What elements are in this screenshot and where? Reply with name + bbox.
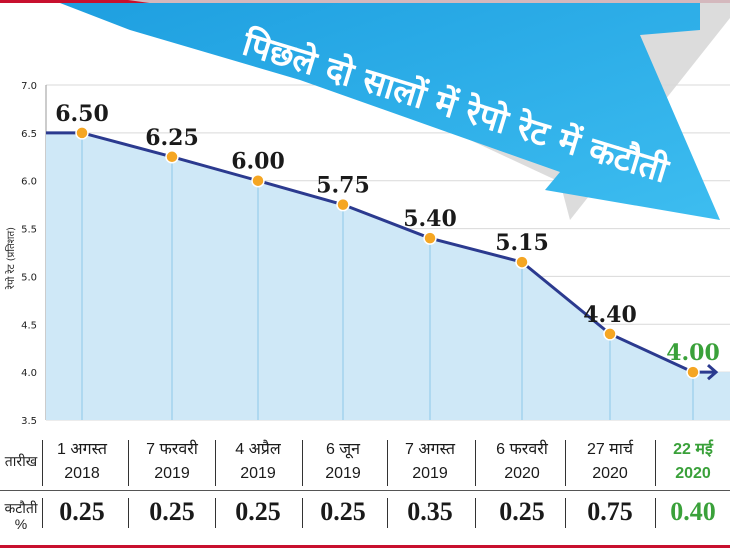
y-tick-label: 4.5 xyxy=(21,320,37,331)
column-separator xyxy=(655,498,656,528)
date-line1: 6 फरवरी xyxy=(496,441,548,458)
column-separator xyxy=(215,440,216,486)
column-separator xyxy=(42,498,43,528)
column-separator xyxy=(387,440,388,486)
date-line2: 2020 xyxy=(592,465,628,482)
data-label: 5.15 xyxy=(495,230,549,256)
column-separator xyxy=(387,498,388,528)
y-axis-label: रेपो रेट (प्रतिशत) xyxy=(5,227,17,290)
column-separator xyxy=(565,440,566,486)
data-point xyxy=(251,173,265,188)
data-label: 4.00 xyxy=(666,340,720,366)
cut-cell: 0.25 xyxy=(320,497,366,526)
data-labels: 6.50 6.25 6.00 5.75 5.40 5.15 4.40 4.00 xyxy=(55,101,720,366)
date-cell: 6 फरवरी 2020 xyxy=(479,438,565,486)
data-point xyxy=(686,365,700,379)
cut-header-line2: % xyxy=(14,516,28,532)
y-tick-label: 4.0 xyxy=(21,368,37,379)
column-separator xyxy=(655,440,656,486)
y-tick-label: 3.5 xyxy=(21,416,37,427)
column-separator xyxy=(215,498,216,528)
cut-row-header: कटौती % xyxy=(0,500,42,532)
date-line2: 2018 xyxy=(64,465,100,482)
column-separator xyxy=(42,440,43,486)
data-markers xyxy=(75,126,719,381)
series-line xyxy=(46,131,716,374)
vertical-guides xyxy=(81,132,694,420)
data-label: 4.40 xyxy=(583,302,637,328)
data-label: 6.50 xyxy=(55,101,109,127)
line-arrowhead xyxy=(707,364,719,381)
date-cell: 6 जून 2019 xyxy=(300,438,386,486)
data-point xyxy=(75,126,89,140)
data-label: 5.40 xyxy=(403,206,457,232)
y-tick-label: 5.5 xyxy=(21,225,37,236)
data-label: 6.25 xyxy=(145,125,199,151)
y-tick-labels: 7.0 6.5 6.0 5.5 5.0 4.5 4.0 3.5 xyxy=(21,81,37,427)
date-cell: 4 अप्रैल 2019 xyxy=(215,438,301,486)
date-line1: 4 अप्रैल xyxy=(235,441,281,458)
data-label: 6.00 xyxy=(231,149,285,175)
column-separator xyxy=(128,440,129,486)
date-line2: 2019 xyxy=(325,465,361,482)
cut-cell: 0.25 xyxy=(499,497,545,526)
area-fill xyxy=(46,132,730,420)
cut-cell: 0.35 xyxy=(407,497,453,526)
cut-header-line1: कटौती xyxy=(4,500,38,516)
arrow-shape xyxy=(60,3,720,220)
data-point xyxy=(515,255,529,269)
cut-cell: 0.40 xyxy=(670,497,716,526)
date-line2: 2019 xyxy=(240,465,276,482)
date-cell: 1 अगस्त 2018 xyxy=(39,438,125,486)
date-cell: 22 मई 2020 xyxy=(650,438,730,486)
date-line1: 1 अगस्त xyxy=(57,441,107,458)
column-separator xyxy=(302,498,303,528)
repo-rate-chart: 7.0 6.5 6.0 5.5 5.0 4.5 4.0 3.5 रेपो रेट (प्रति… xyxy=(5,0,730,427)
column-separator xyxy=(475,498,476,528)
data-point xyxy=(423,231,437,245)
data-point xyxy=(603,327,617,341)
date-line2: 2020 xyxy=(675,465,711,482)
y-tick-label: 6.0 xyxy=(21,177,37,188)
date-line2: 2019 xyxy=(154,465,190,482)
date-row-header: तारीख xyxy=(4,453,38,469)
date-line1: 22 मई xyxy=(673,441,713,458)
data-point xyxy=(165,150,179,164)
date-line1: 7 अगस्त xyxy=(405,441,455,458)
date-cell: 7 अगस्त 2019 xyxy=(387,438,473,486)
table-divider xyxy=(0,490,730,491)
date-line1: 7 फरवरी xyxy=(146,441,198,458)
bottom-rule xyxy=(0,545,730,548)
date-line1: 27 मार्च xyxy=(586,441,634,458)
cut-cell: 0.75 xyxy=(587,497,633,526)
y-tick-label: 7.0 xyxy=(21,81,37,92)
cut-cell: 0.25 xyxy=(149,497,195,526)
date-line2: 2019 xyxy=(412,465,448,482)
column-separator xyxy=(565,498,566,528)
column-separator xyxy=(128,498,129,528)
date-line1: 6 जून xyxy=(325,441,361,458)
cut-cell: 0.25 xyxy=(59,497,105,526)
y-tick-label: 6.5 xyxy=(21,129,37,140)
date-cell: 7 फरवरी 2019 xyxy=(129,438,215,486)
column-separator xyxy=(475,440,476,486)
data-label: 5.75 xyxy=(316,173,370,199)
date-cell: 27 मार्च 2020 xyxy=(567,438,653,486)
date-line2: 2020 xyxy=(504,465,540,482)
column-separator xyxy=(302,440,303,486)
y-tick-label: 5.0 xyxy=(21,272,37,283)
cut-cell: 0.25 xyxy=(235,497,281,526)
data-point xyxy=(336,197,350,212)
